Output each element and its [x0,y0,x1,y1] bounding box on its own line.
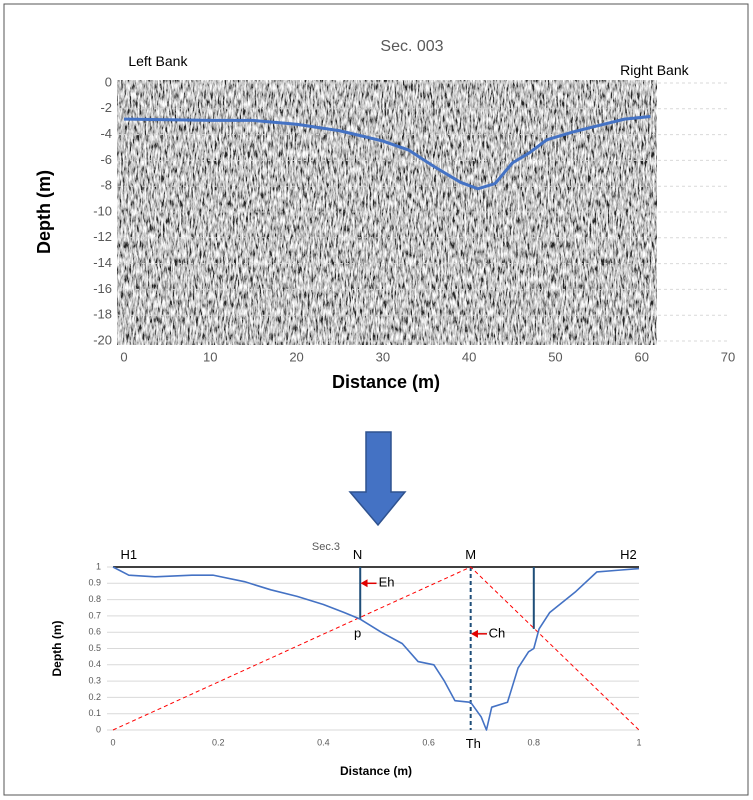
y-tick-label: 0.5 [88,643,101,653]
y-tick-label: 0.9 [88,578,101,588]
x-axis-label: Distance (m) [332,372,440,392]
x-tick-label: 0.6 [422,737,435,747]
chart-title: Sec.3 [312,541,340,553]
y-tick-label: 0.1 [88,708,101,718]
annotation-arrowhead [470,629,478,638]
x-tick-label: 50 [548,349,562,364]
radargram-image [117,80,657,345]
y-tick-label: -16 [93,281,112,296]
annotation: H1 [120,547,137,562]
y-tick-label: 0.8 [88,594,101,604]
y-tick-label: 0.3 [88,675,101,685]
chart-title: Sec. 003 [380,38,443,55]
y-tick-label: -10 [93,203,112,218]
y-tick-label: -14 [93,255,112,270]
y-tick-label: -4 [100,126,112,141]
annotation: p [354,625,361,640]
y-tick-label: -20 [93,332,112,347]
annotation-arrowhead [360,579,368,588]
annotation: N [353,547,362,562]
y-tick-label: 0.4 [88,659,101,669]
x-tick-label: 30 [376,349,390,364]
y-tick-label: 0.2 [88,692,101,702]
annotation: Left Bank [128,53,188,69]
annotation: M [465,547,476,562]
frame [3,3,749,796]
annotation: Eh [379,575,395,590]
y-tick-label: -8 [100,178,112,193]
x-tick-label: 0.2 [212,737,225,747]
x-tick-label: 70 [721,349,735,364]
x-tick-label: 0.8 [528,737,541,747]
depth-line [123,115,651,191]
y-tick-label: -12 [93,229,112,244]
annotation: Right Bank [620,62,689,78]
y-tick-label: 0 [105,74,112,89]
annotation: Ch [489,625,506,640]
y-axis-label: Depth (m) [50,621,64,677]
x-tick-label: 60 [634,349,648,364]
x-tick-label: 0 [120,349,127,364]
x-tick-label: 20 [289,349,303,364]
y-axis-label: Depth (m) [34,170,54,254]
x-tick-label: 10 [203,349,217,364]
y-tick-label: -18 [93,307,112,322]
x-tick-label: 0 [110,737,115,747]
y-tick-label: 0.7 [88,610,101,620]
y-tick-label: -2 [100,100,112,115]
y-tick-label: 0 [96,724,101,734]
guide-line [112,566,640,731]
y-tick-label: 0.6 [88,627,101,637]
depth-line [112,566,640,731]
y-tick-label: 1 [96,561,101,571]
down-arrow [348,431,407,527]
annotation: Th [466,736,481,751]
x-axis-label: Distance (m) [340,764,412,778]
annotation: H2 [620,547,637,562]
x-tick-label: 40 [462,349,476,364]
x-tick-label: 1 [636,737,641,747]
y-tick-label: -6 [100,152,112,167]
arrow-shape [348,431,407,527]
x-tick-label: 0.4 [317,737,330,747]
